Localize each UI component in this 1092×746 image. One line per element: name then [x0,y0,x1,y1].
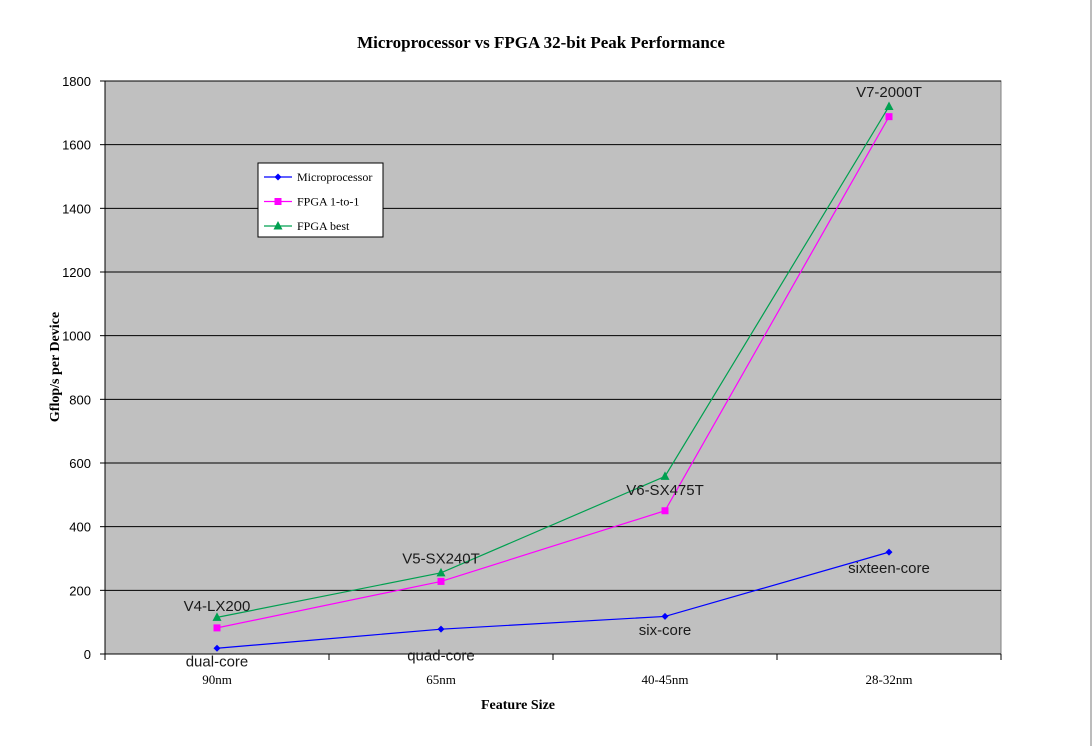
point-annotations: dual-core quad-core six-core sixteen-core V4… [184,84,930,671]
y-tick-label: 800 [69,392,91,407]
y-axis-title: Gflop/s per Device [48,312,63,422]
point-annotation: V4-LX200 [184,598,251,615]
point-annotation: V5-SX240T [402,550,480,567]
y-tick-label: 1200 [62,265,91,280]
legend-label: FPGA 1-to-1 [297,195,359,209]
series-line-1 [216,116,890,629]
x-tick-label: 40-45nm [642,672,689,687]
point-annotation: V6-SX475T [626,482,704,499]
point-annotation: sixteen-core [848,560,930,577]
series-line-0 [216,551,890,649]
legend-marker [274,173,282,181]
x-axis-title: Feature Size [481,698,555,713]
point-annotation: dual-core [186,654,249,671]
y-tick-label: 1000 [62,329,91,344]
y-tick-labels: 0 200 400 600 800 1000 1200 1400 1600 1800 [62,74,91,662]
data-point [436,567,446,577]
plot-area [104,80,1002,655]
legend-marker [274,198,282,205]
legend-marker [273,221,283,230]
legend-label: Microprocessor [297,170,372,184]
data-point [437,577,445,585]
gridlines [105,80,1001,591]
y-tick-label: 1800 [62,74,91,89]
point-annotation: six-core [639,622,692,639]
y-tick-label: 1400 [62,201,91,216]
legend-label: FPGA best [297,219,350,233]
series-markers [212,101,894,652]
data-point [885,113,893,121]
series-lines [216,106,890,649]
legend: Microprocessor FPGA 1-to-1 FPGA best [257,162,384,238]
data-point [660,471,670,480]
data-point [213,644,221,652]
point-annotation: V7-2000T [856,84,922,101]
y-tick-label: 200 [69,583,91,598]
series-line-2 [216,106,890,618]
point-annotation: quad-core [407,647,475,664]
y-tick-label: 1600 [62,138,91,153]
axes [100,80,1002,660]
x-tick-label: 28-32nm [866,672,913,687]
x-tick-label: 65nm [426,672,456,687]
chart-title: Microprocessor vs FPGA 32-bit Peak Perfo… [357,33,725,52]
window-edge [1090,0,1092,746]
data-point [661,507,669,515]
data-point [884,101,894,110]
data-point [213,624,221,632]
y-tick-label: 400 [69,520,91,535]
data-point [885,548,893,556]
data-point [661,612,669,620]
data-point [437,625,445,633]
y-tick-label: 0 [84,647,91,662]
x-tick-label: 90nm [202,672,232,687]
data-point [212,612,222,621]
x-tick-labels: 90nm 65nm 40-45nm 28-32nm [202,672,912,687]
y-tick-label: 600 [69,456,91,471]
